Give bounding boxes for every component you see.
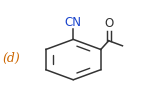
Text: O: O bbox=[104, 17, 113, 30]
Text: (d): (d) bbox=[3, 52, 20, 65]
Text: CN: CN bbox=[65, 16, 82, 29]
